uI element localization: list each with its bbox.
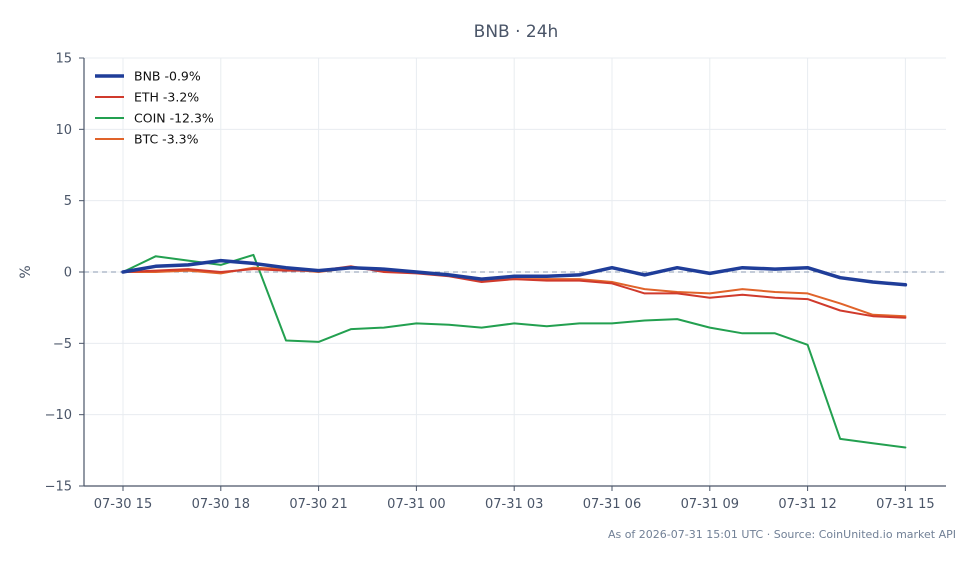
x-tick-label: 07-30 18 <box>192 497 250 512</box>
chart-title: BNB · 24h <box>474 22 559 42</box>
x-tick-label: 07-31 15 <box>876 497 934 512</box>
source-attribution: As of 2026-07-31 15:01 UTC · Source: Coi… <box>608 528 956 541</box>
series-line-coin <box>122 253 907 449</box>
y-tick-label: 0 <box>64 266 72 281</box>
y-tick-label: −10 <box>45 408 72 423</box>
x-tick-label: 07-30 15 <box>94 497 152 512</box>
x-axis-ticks: 07-30 15 07-30 18 07-30 21 07-31 00 07-31 03… <box>94 486 935 512</box>
y-axis-ticks: 15 10 5 0 −5 −10 −15 <box>45 52 84 495</box>
x-tick-label: 07-31 03 <box>485 497 543 512</box>
series-line-eth <box>122 265 907 319</box>
y-axis-label: % <box>18 265 34 278</box>
legend-label: ETH -3.2% <box>134 90 199 105</box>
legend: BNB -0.9% ETH -3.2% COIN -12.3% BTC -3.3% <box>95 69 214 147</box>
x-tick-label: 07-31 06 <box>583 497 641 512</box>
y-tick-label: 5 <box>64 194 72 209</box>
series-line-bnb <box>121 258 908 287</box>
y-tick-label: 10 <box>55 123 72 138</box>
y-tick-label: −15 <box>45 480 72 495</box>
y-tick-label: 15 <box>55 52 72 67</box>
x-tick-label: 07-31 12 <box>778 497 836 512</box>
y-tick-label: −5 <box>53 337 72 352</box>
x-tick-label: 07-30 21 <box>289 497 347 512</box>
series-lines <box>121 253 908 449</box>
legend-label: BNB -0.9% <box>134 69 201 84</box>
x-tick-label: 07-31 09 <box>681 497 739 512</box>
legend-label: COIN -12.3% <box>134 111 214 126</box>
legend-label: BTC -3.3% <box>134 132 199 147</box>
x-tick-label: 07-31 00 <box>387 497 445 512</box>
